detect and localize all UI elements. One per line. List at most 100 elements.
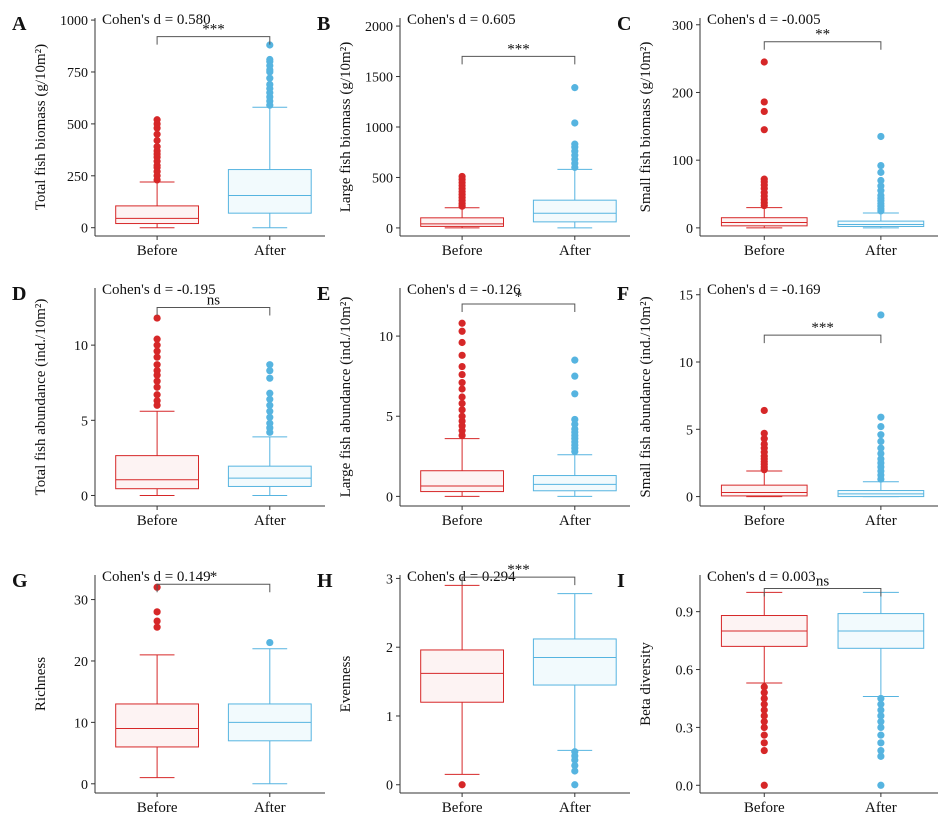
significance-label: *** xyxy=(507,562,530,578)
outlier-point xyxy=(458,399,466,408)
y-tick-label: 5 xyxy=(81,414,88,429)
cohens-d-label: Cohen's d = -0.195 xyxy=(102,282,216,298)
outlier-point xyxy=(458,393,466,401)
y-tick-label: 1000 xyxy=(365,121,393,136)
outlier-point xyxy=(760,689,768,697)
box-after xyxy=(227,638,312,785)
outlier-point xyxy=(266,55,274,64)
outlier-point xyxy=(760,126,768,134)
y-tick-label: 0.0 xyxy=(676,779,694,794)
outlier-point xyxy=(458,319,466,327)
iqr-box xyxy=(420,470,505,493)
box-before xyxy=(720,406,808,498)
y-tick-label: 500 xyxy=(372,171,393,186)
box-before xyxy=(115,116,199,229)
outlier-point xyxy=(266,80,274,89)
outlier-point xyxy=(571,761,579,770)
y-axis-label: Small fish abundance (ind./10m²) xyxy=(638,296,654,497)
outlier-point xyxy=(571,84,579,92)
outlier-point xyxy=(760,694,768,703)
y-axis-label: Large fish abundance (ind./10m²) xyxy=(338,297,354,498)
outlier-point xyxy=(760,175,768,183)
cohens-d-label: Cohen's d = -0.005 xyxy=(707,12,821,28)
outlier-point xyxy=(458,327,466,335)
x-tick-label-before: Before xyxy=(744,243,785,259)
outlier-point xyxy=(458,370,466,379)
outlier-point xyxy=(571,372,579,380)
box-before xyxy=(420,172,505,229)
box-before xyxy=(720,591,808,789)
y-tick-label: 0.3 xyxy=(676,721,694,736)
significance-bracket xyxy=(763,588,882,597)
panel-letter: F xyxy=(617,283,629,305)
x-tick-label-before: Before xyxy=(137,243,178,259)
outlier-point xyxy=(458,412,466,420)
outlier-point xyxy=(877,413,885,421)
outlier-point xyxy=(458,378,466,387)
y-tick-label: 100 xyxy=(672,154,693,169)
outlier-point xyxy=(760,718,768,726)
outlier-point xyxy=(760,429,768,437)
outlier-point xyxy=(266,401,274,409)
outlier-point xyxy=(877,455,885,463)
outlier-point xyxy=(877,311,885,319)
iqr-box xyxy=(227,169,312,214)
y-tick-label: 200 xyxy=(672,86,693,101)
x-tick-label-before: Before xyxy=(442,243,483,259)
iqr-box xyxy=(115,205,199,225)
outlier-point xyxy=(458,385,466,393)
iqr-box xyxy=(532,638,617,686)
y-tick-label: 2000 xyxy=(365,20,393,35)
y-axis-label: Total fish abundance (ind./10m²) xyxy=(33,299,49,496)
box-before xyxy=(420,319,505,497)
outlier-point xyxy=(571,748,579,756)
outlier-point xyxy=(266,389,274,397)
x-tick-label-after: After xyxy=(254,800,286,816)
outlier-point xyxy=(877,706,885,714)
y-axis-label: Small fish biomass (g/10m²) xyxy=(638,42,654,213)
y-tick-label: 0 xyxy=(81,222,88,237)
outlier-point xyxy=(571,767,579,775)
outlier-point xyxy=(153,617,161,625)
outlier-point xyxy=(760,712,768,720)
y-axis-label: Evenness xyxy=(338,656,354,713)
box-after xyxy=(532,593,617,789)
box-before xyxy=(115,314,199,496)
y-tick-label: 5 xyxy=(686,423,693,438)
outlier-point xyxy=(877,437,885,446)
y-axis-label: Total fish biomass (g/10m²) xyxy=(33,44,49,210)
y-tick-label: 0 xyxy=(386,779,393,794)
outlier-point xyxy=(153,377,161,385)
outlier-point xyxy=(877,694,885,703)
y-tick-label: 20 xyxy=(74,655,88,670)
significance-bracket xyxy=(156,36,271,45)
outlier-point xyxy=(266,41,274,49)
outlier-point xyxy=(571,140,579,148)
outlier-point xyxy=(877,781,885,789)
panel-letter: B xyxy=(317,13,330,35)
outlier-point xyxy=(760,723,768,732)
significance-bracket xyxy=(156,307,271,316)
outlier-point xyxy=(266,419,274,427)
outlier-point xyxy=(877,431,885,439)
panel-c: 0 100 200 300 Before After Small fish biomass … xyxy=(617,12,938,259)
outlier-point xyxy=(153,314,161,322)
panel-e: 0 5 10 Before After Large fish abundance (ind… xyxy=(317,282,630,529)
y-tick-label: 5 xyxy=(386,410,393,425)
outlier-point xyxy=(760,706,768,714)
outlier-point xyxy=(877,132,885,141)
outlier-point xyxy=(153,341,161,349)
outlier-point xyxy=(877,182,885,190)
x-tick-label-before: Before xyxy=(744,513,785,529)
box-after xyxy=(532,84,617,229)
iqr-box xyxy=(420,217,505,227)
panel-b: 0 500 1000 1500 2000 Before After Large fish bi… xyxy=(317,12,630,259)
x-tick-label-before: Before xyxy=(744,800,785,816)
y-tick-label: 0 xyxy=(386,222,393,237)
y-tick-label: 10 xyxy=(679,356,693,371)
outlier-point xyxy=(760,98,768,106)
outlier-point xyxy=(571,119,579,127)
outlier-point xyxy=(266,361,274,369)
significance-bracket xyxy=(763,41,882,50)
